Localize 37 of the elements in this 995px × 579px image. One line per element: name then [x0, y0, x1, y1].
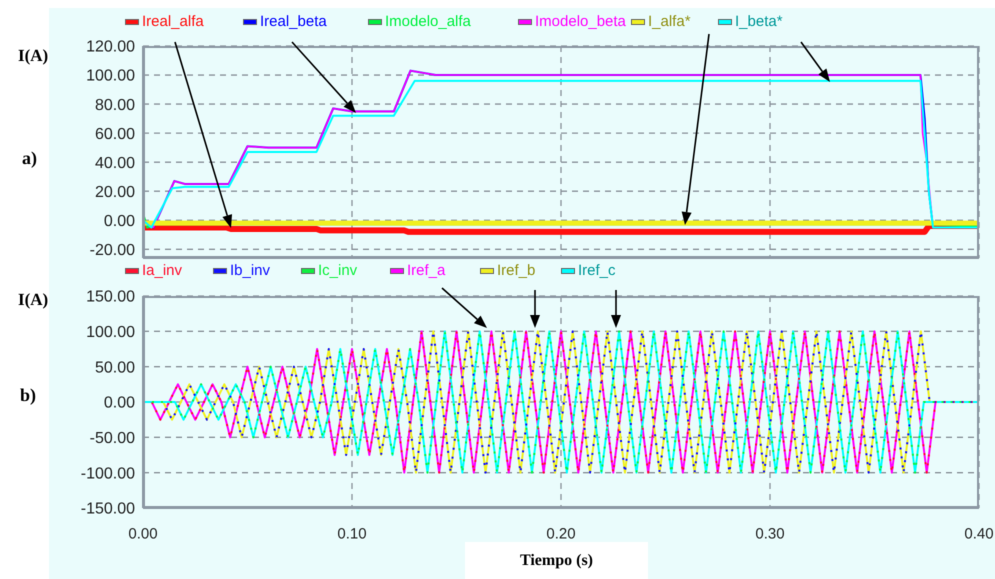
legend-label: I_alfa*	[647, 13, 691, 30]
legend-label: Ib_inv	[229, 262, 270, 279]
legend-label: Iref_c	[577, 262, 616, 279]
y-tick-label: 40.00	[94, 154, 136, 172]
legend-label: Imodelo_alfa	[384, 13, 471, 30]
x-tick-label: 0.40	[964, 526, 994, 543]
legend-label: Iref_a	[406, 262, 446, 279]
x-tick-label: 0.00	[128, 526, 158, 543]
y-axis-title: I(A)	[18, 46, 48, 66]
y-tick-label: 120.00	[86, 38, 136, 56]
y-tick-label: 150.00	[86, 288, 136, 306]
y-tick-label: 0.00	[104, 212, 136, 230]
legend-label: Iref_b	[496, 262, 536, 279]
x-axis-title: Tiempo (s)	[520, 552, 594, 570]
legend-label: I_beta*	[734, 13, 783, 30]
text: b)	[20, 385, 36, 406]
legend-label: Imodelo_beta	[534, 13, 626, 30]
x-tick-label: 0.10	[337, 526, 367, 543]
text: a)	[22, 148, 37, 169]
y-axis-title: I(A)	[18, 290, 48, 310]
y-tick-label: 80.00	[94, 96, 136, 114]
y-tick-label: 50.00	[94, 359, 136, 376]
legend-label: Ireal_alfa	[141, 13, 204, 30]
y-tick-label: 100.00	[86, 68, 136, 85]
x-tick-label: 0.30	[755, 526, 785, 543]
y-tick-label: 0.00	[104, 394, 136, 412]
y-tick-label: 20.00	[94, 184, 136, 201]
legend-label: Ia_inv	[141, 262, 182, 279]
y-tick-label: 60.00	[94, 126, 136, 143]
y-tick-label: -150.00	[80, 500, 136, 518]
x-tick-label: 0.20	[546, 526, 576, 543]
legend-label: Ic_inv	[317, 262, 358, 279]
y-tick-label: 100.00	[86, 324, 136, 342]
y-tick-label: -20.00	[90, 242, 136, 259]
y-tick-label: -100.00	[80, 465, 136, 482]
legend-label: Ireal_beta	[259, 13, 327, 30]
y-tick-label: -50.00	[90, 430, 136, 448]
